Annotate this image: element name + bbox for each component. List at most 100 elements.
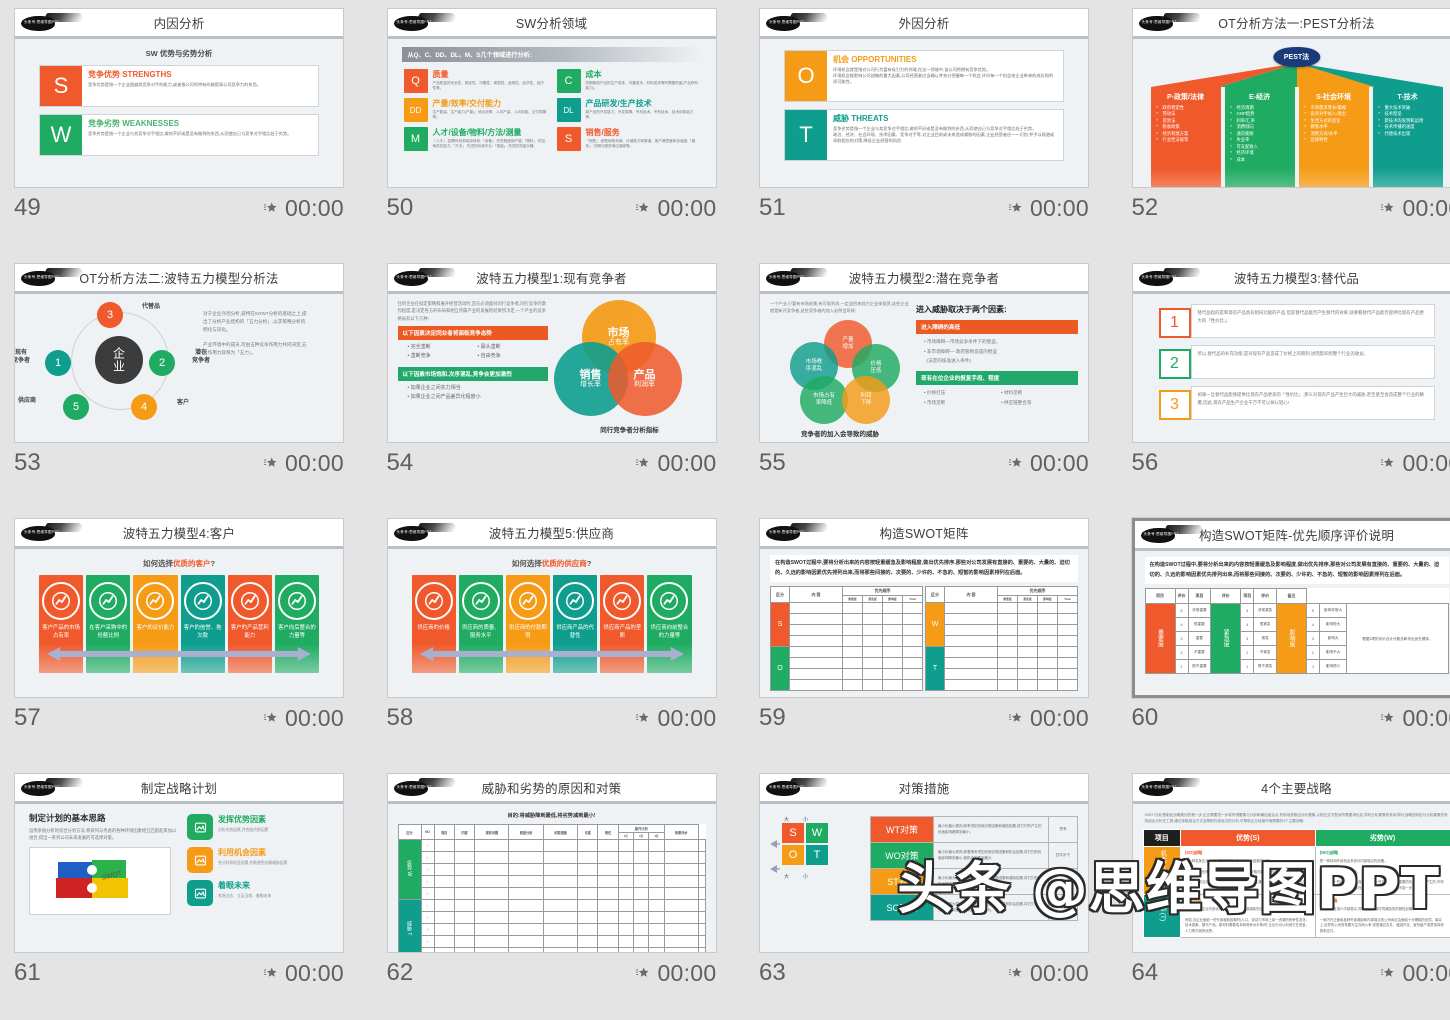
- star-transition-icon[interactable]: [1380, 711, 1395, 726]
- slide-number[interactable]: 51: [759, 196, 786, 220]
- slide-cell[interactable]: 头条号:思维导图PPTOT分析方法一:PEST分析法PEST法P-政策/法律政府…: [1118, 0, 1450, 255]
- col-header: 项目: [1188, 589, 1211, 604]
- star-transition-icon[interactable]: [263, 456, 278, 471]
- slide-duration: 00:00: [657, 962, 716, 985]
- scale-score: 3: [1241, 632, 1254, 646]
- slide-cell[interactable]: 头条号:思维导图PPTOT分析方法二:波特五力模型分析法企业1现有竞争者2潜在竞…: [0, 255, 373, 510]
- slide-duration: 00:00: [1402, 197, 1450, 220]
- slide-number[interactable]: 55: [759, 451, 786, 475]
- col-header: 评价: [1254, 589, 1277, 604]
- strip-caption: 客户的产品营利能力: [228, 625, 272, 641]
- strategy-cell: (ST)战略是一种利用企业内部优势来回避和减轻外部威胁的战略。例如,当企业面临一…: [1180, 895, 1315, 938]
- brand-logo: 头条号:思维导图PPT: [21, 777, 83, 797]
- slide-thumbnail-52[interactable]: 头条号:思维导图PPTOT分析方法一:PEST分析法PEST法P-政策/法律政府…: [1132, 8, 1450, 188]
- item-desc: 分析劣势因素,并克服劣势因素: [218, 827, 268, 833]
- swot-letter: W: [40, 115, 82, 155]
- star-transition-icon[interactable]: [263, 201, 278, 216]
- slide-thumbnail-53[interactable]: 头条号:思维导图PPTOT分析方法二:波特五力模型分析法企业1现有竞争者2潜在竞…: [14, 263, 344, 443]
- star-transition-icon[interactable]: [263, 711, 278, 726]
- slide-number[interactable]: 52: [1132, 196, 1159, 220]
- axis-label: 小: [803, 816, 808, 823]
- slide-number[interactable]: 61: [14, 961, 41, 985]
- star-transition-icon[interactable]: [1380, 456, 1395, 471]
- slide-subtitle: 如何选择优质的客户?: [25, 558, 333, 569]
- star-transition-icon[interactable]: [1008, 201, 1023, 216]
- measure-desc: 最小化最大原则,即着眼考虑如何使劣势因素和机会因素,将它们的负面影响降到最小,使…: [934, 843, 1049, 869]
- slide-number[interactable]: 62: [387, 961, 414, 985]
- slide-number[interactable]: 63: [759, 961, 786, 985]
- quadrant-cell: S: [782, 823, 804, 843]
- slide-number[interactable]: 54: [387, 451, 414, 475]
- star-transition-icon[interactable]: [635, 966, 650, 981]
- star-transition-icon[interactable]: [1380, 201, 1395, 216]
- slide-number[interactable]: 50: [387, 196, 414, 220]
- slide-number[interactable]: 60: [1132, 706, 1159, 730]
- bullet: • 自由竞争: [478, 352, 548, 362]
- star-transition-icon[interactable]: [635, 201, 650, 216]
- star-transition-icon[interactable]: [1008, 456, 1023, 471]
- item-desc: 新产品的开发能力、开发周期、专利技术、专有技术、技术创新能力等。: [586, 110, 700, 121]
- slide-duration: 00:00: [1402, 962, 1450, 985]
- star-transition-icon[interactable]: [263, 966, 278, 981]
- slide-duration: 00:00: [657, 452, 716, 475]
- row-text: 如果一旦替代品能够提供比现有产品更高的「性价比」,那么对现有产品产生巨大的威胁,…: [1191, 386, 1435, 420]
- slide-number[interactable]: 58: [387, 706, 414, 730]
- star-transition-icon[interactable]: [635, 711, 650, 726]
- slide-number[interactable]: 53: [14, 451, 41, 475]
- row-number: 1: [1159, 308, 1191, 338]
- item-desc: 充分利用机会因素,并能避免化解威胁因素: [218, 860, 287, 866]
- measure-tag: 可思: [1049, 895, 1078, 921]
- slide-number[interactable]: 57: [14, 706, 41, 730]
- star-transition-icon[interactable]: [1380, 966, 1395, 981]
- slide-number[interactable]: 59: [759, 706, 786, 730]
- slide-number[interactable]: 64: [1132, 961, 1159, 985]
- five-blob-diagram: 产量增加价格压低市场秩序混乱市场占有率降低利润下降: [786, 320, 910, 424]
- star-transition-icon[interactable]: [635, 456, 650, 471]
- scale-label: 不紧急: [1254, 646, 1277, 660]
- slide-number[interactable]: 49: [14, 196, 41, 220]
- star-transition-icon[interactable]: [1008, 711, 1023, 726]
- star-transition-icon[interactable]: [1008, 966, 1023, 981]
- slide-number[interactable]: 56: [1132, 451, 1159, 475]
- slide-body: 一个产业,只要有市场前景,有可观利润,一定会招来其它企业来投资,这些企业就是新开…: [760, 294, 1088, 443]
- slide-meta: 54 00:00: [387, 447, 717, 479]
